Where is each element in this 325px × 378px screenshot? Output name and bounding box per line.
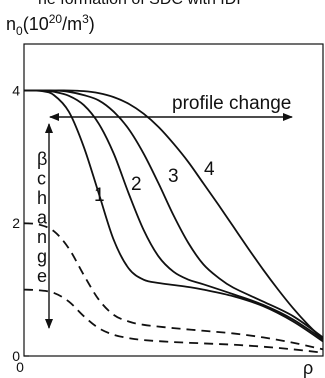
beta-change-letter: n xyxy=(37,227,47,247)
beta-change-letter: c xyxy=(37,169,46,189)
beta-change-letter: a xyxy=(37,208,48,228)
dashed-curve-1 xyxy=(23,222,324,351)
curve-1 xyxy=(23,89,324,343)
curve-label-1: 1 xyxy=(94,185,105,206)
curve-label-4: 4 xyxy=(204,159,215,180)
beta-change-letter: h xyxy=(37,188,47,208)
curve-3 xyxy=(23,89,324,339)
series-group xyxy=(23,89,324,354)
y-tick-label: 2 xyxy=(12,215,20,231)
profile-change-label: profile change xyxy=(172,93,291,114)
y-tick-label: 4 xyxy=(12,82,20,98)
plot-frame xyxy=(23,43,324,357)
y-axis-label: n0(1020/m3) xyxy=(6,12,95,38)
curve-label-2: 2 xyxy=(131,174,142,195)
beta-change-letter: g xyxy=(37,247,47,267)
caption-fragment: he formation of SDC with IDI xyxy=(38,0,241,9)
x-axis-label: ρ xyxy=(303,358,313,378)
axis-ticks: 0 2 4 0 xyxy=(12,82,29,375)
x-tick-label: 0 xyxy=(16,359,24,375)
dashed-curve-2 xyxy=(23,288,324,354)
curve-2 xyxy=(23,89,324,341)
beta-change-letter: e xyxy=(37,266,47,286)
curve-4 xyxy=(23,89,324,341)
curve-labels: 1 2 3 4 xyxy=(94,159,215,206)
curve-label-3: 3 xyxy=(168,166,179,187)
y-tick-label: 0 xyxy=(12,348,20,364)
beta-change-letter: β xyxy=(37,149,47,169)
